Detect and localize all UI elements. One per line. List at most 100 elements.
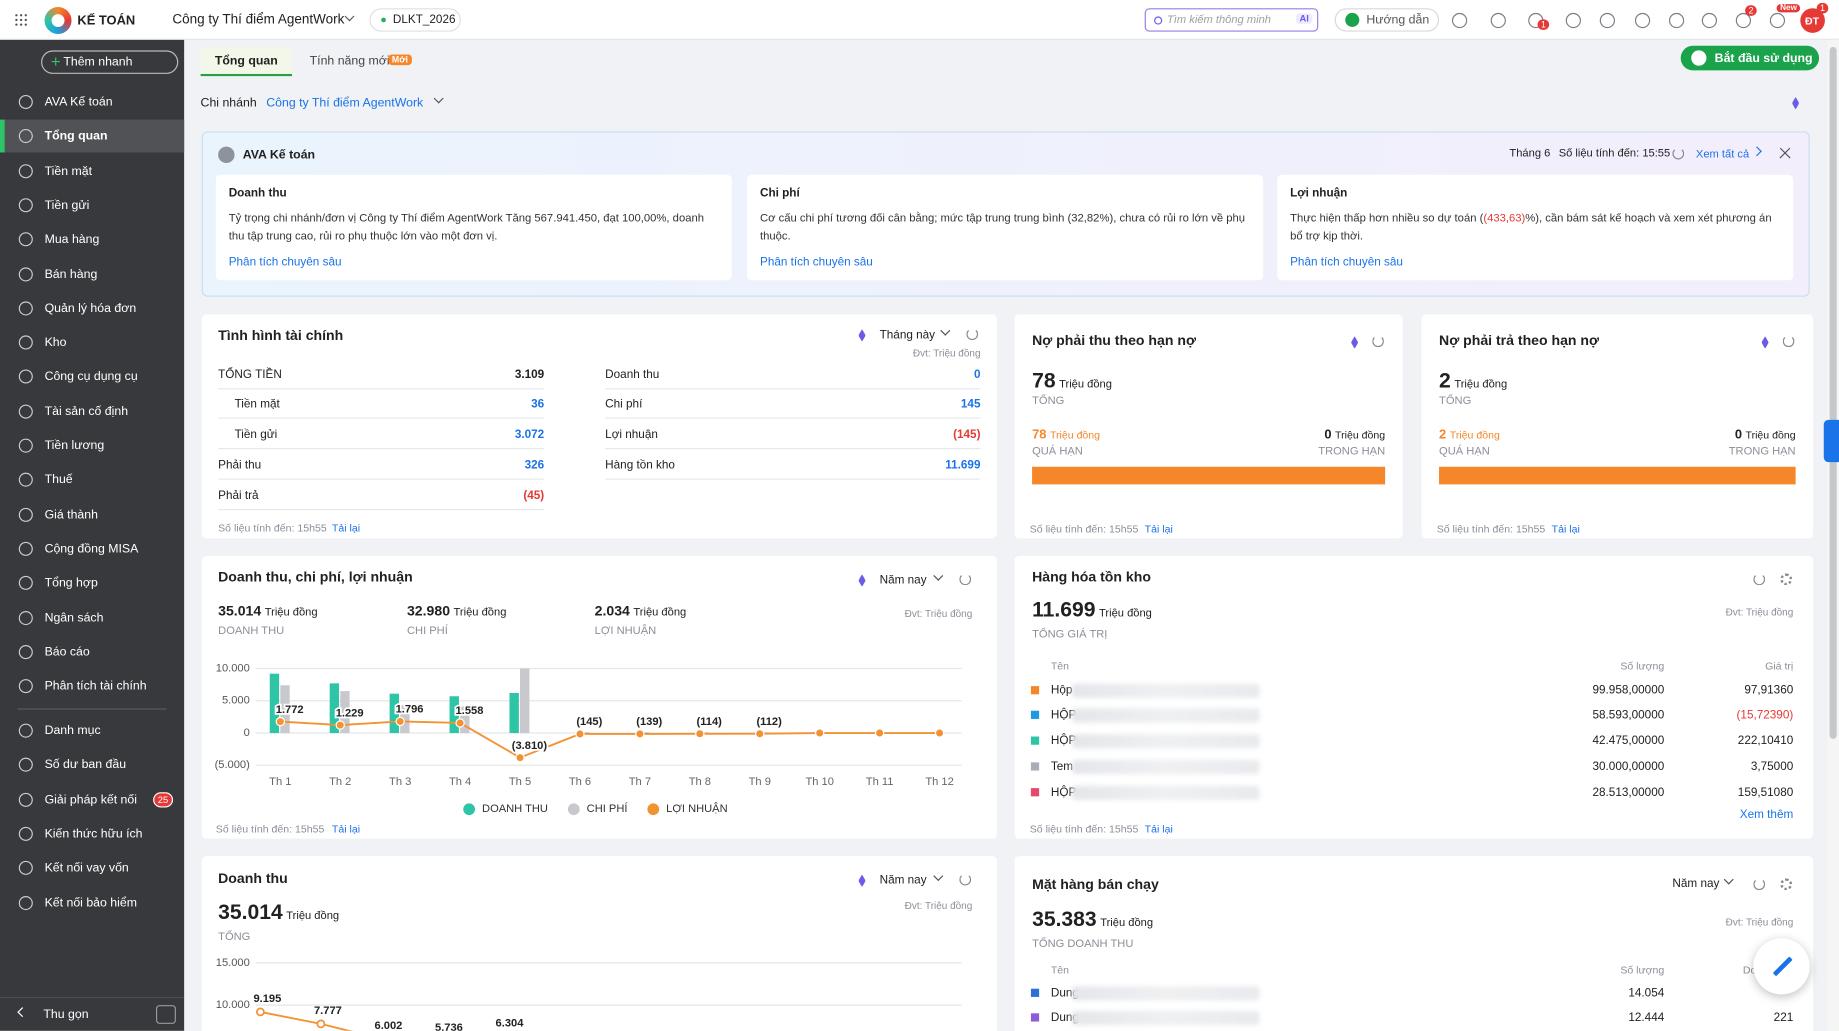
item-value: 221 [1773, 1011, 1794, 1025]
reload-icon[interactable] [1782, 335, 1795, 348]
toolbar-icon[interactable] [1735, 12, 1751, 28]
card-title: Tình hình tài chính [218, 327, 344, 344]
reload-link[interactable]: Tải lại [331, 823, 361, 836]
apps-dot[interactable] [24, 23, 28, 27]
insight-link[interactable]: Phân tích chuyên sâu [228, 256, 342, 270]
menu-item[interactable]: Tổng hợp [44, 576, 98, 591]
menu-item[interactable]: Bán hàng [44, 266, 98, 281]
apps-dot[interactable] [24, 18, 28, 22]
overdue-label: QUÁ HẠN [1032, 445, 1083, 458]
unit: Triệu đồng [1049, 429, 1101, 441]
finance-value[interactable]: 145 [960, 398, 981, 412]
finance-value[interactable]: 0 [973, 368, 981, 382]
scrollbar-thumb[interactable] [1829, 46, 1837, 739]
reload-icon[interactable] [1753, 573, 1766, 586]
menu-item[interactable]: Số dư ban đầu [44, 757, 127, 773]
insight-link[interactable]: Phân tích chuyên sâu [1290, 256, 1403, 270]
settings-icon[interactable] [1780, 573, 1793, 586]
reload-icon[interactable] [966, 328, 979, 341]
menu-item[interactable]: Quản lý hóa đơn [44, 301, 137, 316]
period-select[interactable]: Tháng này [879, 328, 936, 342]
menu-icon [18, 507, 33, 522]
see-more-link[interactable]: Xem thêm [1739, 808, 1794, 822]
menu-item[interactable]: Tiền mặt [44, 163, 93, 178]
collapse-label[interactable]: Thu gọn [43, 1007, 89, 1022]
menu-item[interactable]: Tài sản cố định [44, 404, 129, 419]
menu-item[interactable]: Giá thành [44, 507, 98, 522]
apps-dot[interactable] [15, 14, 19, 17]
finance-value[interactable]: (145) [953, 428, 981, 442]
reload-icon[interactable] [1753, 878, 1766, 891]
menu-item[interactable]: Thuế [44, 472, 73, 488]
menu-item[interactable]: Tiền lương [44, 438, 105, 453]
reload-link[interactable]: Tải lại [1144, 523, 1173, 535]
menu-item[interactable]: Cộng đồng MISA [44, 541, 139, 556]
menu-item[interactable]: Ngân sách [44, 610, 104, 625]
finance-value[interactable]: (45) [523, 489, 545, 503]
menu-icon [18, 94, 33, 110]
toolbar-icon[interactable] [1701, 12, 1717, 28]
tab-label[interactable]: Tính năng mới [309, 53, 390, 69]
dataset-pill[interactable] [369, 8, 461, 32]
period-select[interactable]: Năm nay [1672, 877, 1720, 891]
menu-item[interactable]: Phân tích tài chính [44, 679, 147, 694]
overdue-label: QUÁ HẠN [1439, 445, 1490, 458]
menu-item[interactable]: Kiến thức hữu ích [44, 826, 143, 841]
reload-icon[interactable] [959, 573, 972, 586]
menu-item[interactable]: Giải pháp kết nối [44, 792, 138, 807]
finance-value[interactable]: 3.072 [514, 428, 545, 442]
insight-link[interactable]: Phân tích chuyên sâu [759, 256, 873, 270]
chevron[interactable] [433, 93, 444, 104]
period-select[interactable]: Năm nay [879, 574, 927, 588]
guide-button[interactable] [1334, 8, 1440, 32]
tab-label[interactable]: Tổng quan [214, 53, 278, 69]
reload-link[interactable]: Tải lại [331, 521, 361, 534]
toolbar-icon[interactable] [1769, 12, 1785, 28]
period-select[interactable]: Năm nay [879, 874, 927, 888]
menu-item[interactable]: Kết nối vay vốn [44, 861, 129, 876]
item-name: HỘP [1050, 786, 1077, 800]
menu-item[interactable]: AVA Kế toán [44, 94, 113, 110]
menu-badge: 25 [153, 791, 173, 808]
apps-dot[interactable] [15, 18, 19, 22]
sparkle-icon[interactable] [1791, 96, 1800, 110]
apps-dot[interactable] [24, 14, 28, 17]
reload-icon[interactable] [1672, 147, 1685, 160]
menu-item[interactable]: Công cụ dụng cụ [44, 369, 138, 384]
menu-item[interactable]: Mua hàng [44, 232, 100, 247]
tab-active[interactable] [200, 46, 293, 77]
branch-select[interactable]: Công ty Thí điểm AgentWork [266, 96, 424, 111]
menu-item[interactable]: Tổng quan [44, 129, 108, 144]
menu-item[interactable]: Danh mục [44, 723, 101, 738]
apps-dot[interactable] [19, 23, 23, 27]
ava-see-all[interactable]: Xem tất cả [1695, 148, 1750, 162]
finance-value[interactable]: 36 [531, 398, 545, 412]
reload-icon[interactable] [959, 873, 972, 886]
menu-item[interactable]: Kho [44, 335, 67, 350]
search-box[interactable] [1144, 8, 1319, 32]
reload-link[interactable]: Tải lại [1551, 523, 1580, 535]
menu-item[interactable]: Kết nối bảo hiểm [44, 895, 138, 910]
toolbar-icon[interactable] [1599, 12, 1615, 28]
settings-icon[interactable] [1780, 878, 1793, 891]
finance-value[interactable]: 326 [524, 459, 545, 473]
reload-icon[interactable] [1372, 335, 1384, 348]
reload-link[interactable]: Tải lại [1144, 823, 1173, 836]
finance-value[interactable]: 11.699 [945, 459, 981, 473]
side-panel-toggle[interactable] [1823, 419, 1839, 463]
quick-add-button[interactable] [41, 50, 179, 74]
company-name[interactable]: Công ty Thí điểm AgentWork [172, 12, 345, 27]
apps-dot[interactable] [15, 23, 19, 27]
edit-menu-button[interactable] [155, 1005, 176, 1024]
toolbar-icon[interactable] [1451, 12, 1467, 28]
toolbar-icon[interactable] [1490, 12, 1506, 28]
menu-item[interactable]: Tiền gửi [44, 198, 90, 213]
revenue-total: 35.014 Triệu đồng [218, 900, 339, 925]
apps-dot[interactable] [19, 14, 23, 17]
menu-item[interactable]: Báo cáo [44, 644, 90, 659]
toolbar-icon[interactable] [1668, 12, 1684, 28]
new-badge: New [1776, 4, 1801, 13]
toolbar-icon[interactable] [1565, 12, 1581, 28]
toolbar-icon[interactable] [1634, 12, 1650, 28]
apps-dot[interactable] [19, 18, 23, 22]
